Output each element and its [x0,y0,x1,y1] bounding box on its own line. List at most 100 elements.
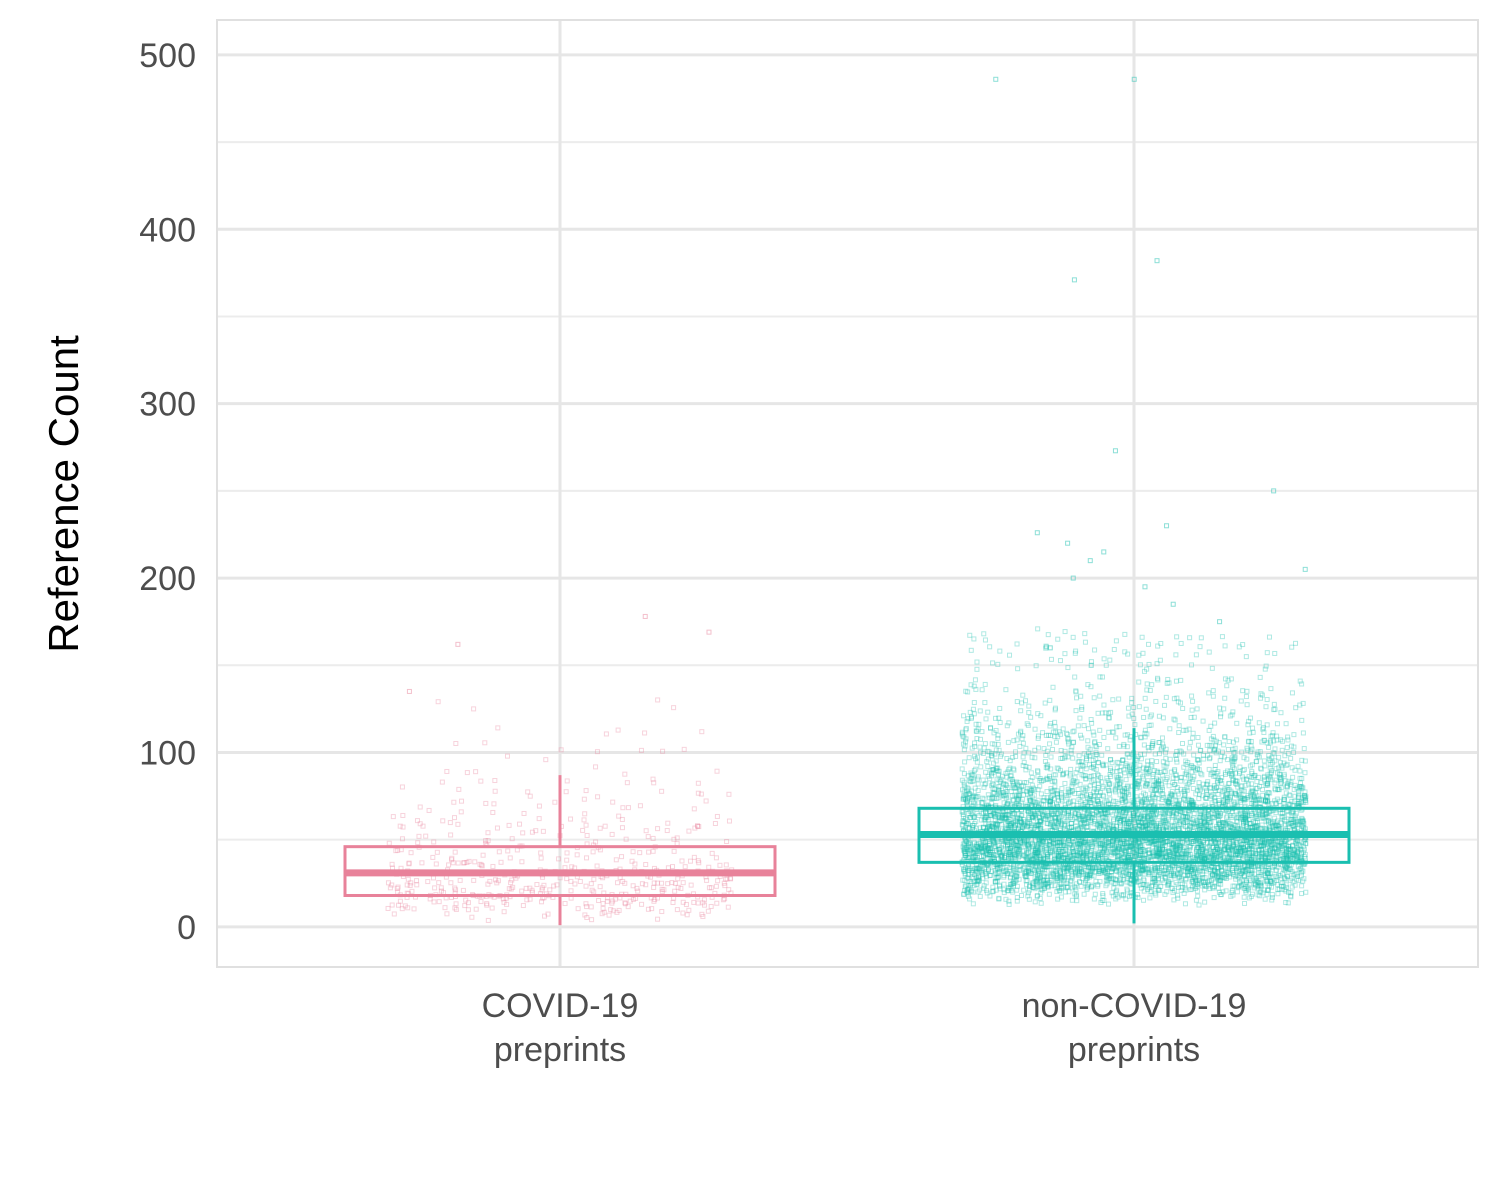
data-point [962,837,968,843]
data-point [1175,852,1181,858]
data-point [993,879,999,885]
data-point [1131,705,1137,711]
data-point [622,880,628,886]
data-point [630,896,636,902]
data-point [483,838,489,844]
data-point [1142,848,1148,854]
data-point [448,832,454,838]
data-point [1274,842,1280,848]
data-point [1135,820,1141,826]
data-point [1128,843,1134,849]
data-point [1242,900,1248,906]
data-point [1152,884,1158,890]
data-point [964,821,970,827]
data-point [1050,792,1056,798]
data-point [509,877,515,883]
data-point [616,907,622,913]
data-point [1119,787,1125,793]
data-point [1097,846,1103,852]
data-point [1215,814,1221,820]
data-point [1244,688,1250,694]
data-point [1037,819,1043,825]
data-point [1279,840,1285,846]
data-point [529,887,535,893]
data-point [630,883,636,889]
data-point [1189,707,1195,713]
data-point [1101,734,1107,740]
data-point [706,885,712,891]
data-point [1188,869,1194,875]
data-point [1141,878,1147,884]
data-point [655,697,661,703]
data-point [1128,843,1134,849]
data-point [1258,879,1264,885]
data-point [534,882,540,888]
data-point [1282,838,1288,844]
data-point [1044,775,1050,781]
data-point [1117,776,1123,782]
data-point [1187,887,1193,893]
data-point [1164,680,1170,686]
data-point [1294,849,1300,855]
data-point [650,776,656,782]
data-point [1136,816,1142,822]
data-point [1212,798,1218,804]
data-point [1173,752,1179,758]
data-point [674,907,680,913]
data-point [973,728,979,734]
data-point [1065,789,1071,795]
data-point [1107,781,1113,787]
data-point [551,883,557,889]
data-point [709,850,715,856]
data-point [1019,892,1025,898]
data-point [1214,823,1220,829]
data-point [700,914,706,920]
data-point [1121,786,1127,792]
data-point [990,789,996,795]
data-point [1299,867,1305,873]
data-point [1173,756,1179,762]
data-point [1210,688,1216,694]
data-point [1098,855,1104,861]
data-point [1263,782,1269,788]
data-point [654,880,660,886]
data-point [1140,765,1146,771]
data-point [1040,777,1046,783]
data-point [1203,814,1209,820]
data-point [985,763,991,769]
data-point [456,786,462,792]
data-point [1122,732,1128,738]
data-point [1299,891,1305,897]
data-point [1091,896,1097,902]
data-point [1168,870,1174,876]
data-point [1269,855,1275,861]
data-point [1164,799,1170,805]
data-point [1159,837,1165,843]
data-point [1151,822,1157,828]
data-point [600,906,606,912]
data-point [1072,650,1078,656]
data-point [1087,753,1093,759]
data-point [501,909,507,915]
data-point [1234,851,1240,857]
data-point [1288,890,1294,896]
data-point [1244,756,1250,762]
data-point [1153,811,1159,817]
data-point [1049,788,1055,794]
data-point [1245,781,1251,787]
data-point [1137,867,1143,873]
data-point [542,913,548,919]
data-point [1243,817,1249,823]
data-point [1178,868,1184,874]
data-point [998,854,1004,860]
data-point [471,706,477,712]
data-point [963,846,969,852]
data-point [1102,809,1108,815]
data-point [1002,854,1008,860]
data-point [1074,815,1080,821]
data-point [1262,777,1268,783]
data-point [1015,797,1021,803]
data-point [1136,652,1142,658]
data-point [1043,814,1049,820]
data-point [986,823,992,829]
